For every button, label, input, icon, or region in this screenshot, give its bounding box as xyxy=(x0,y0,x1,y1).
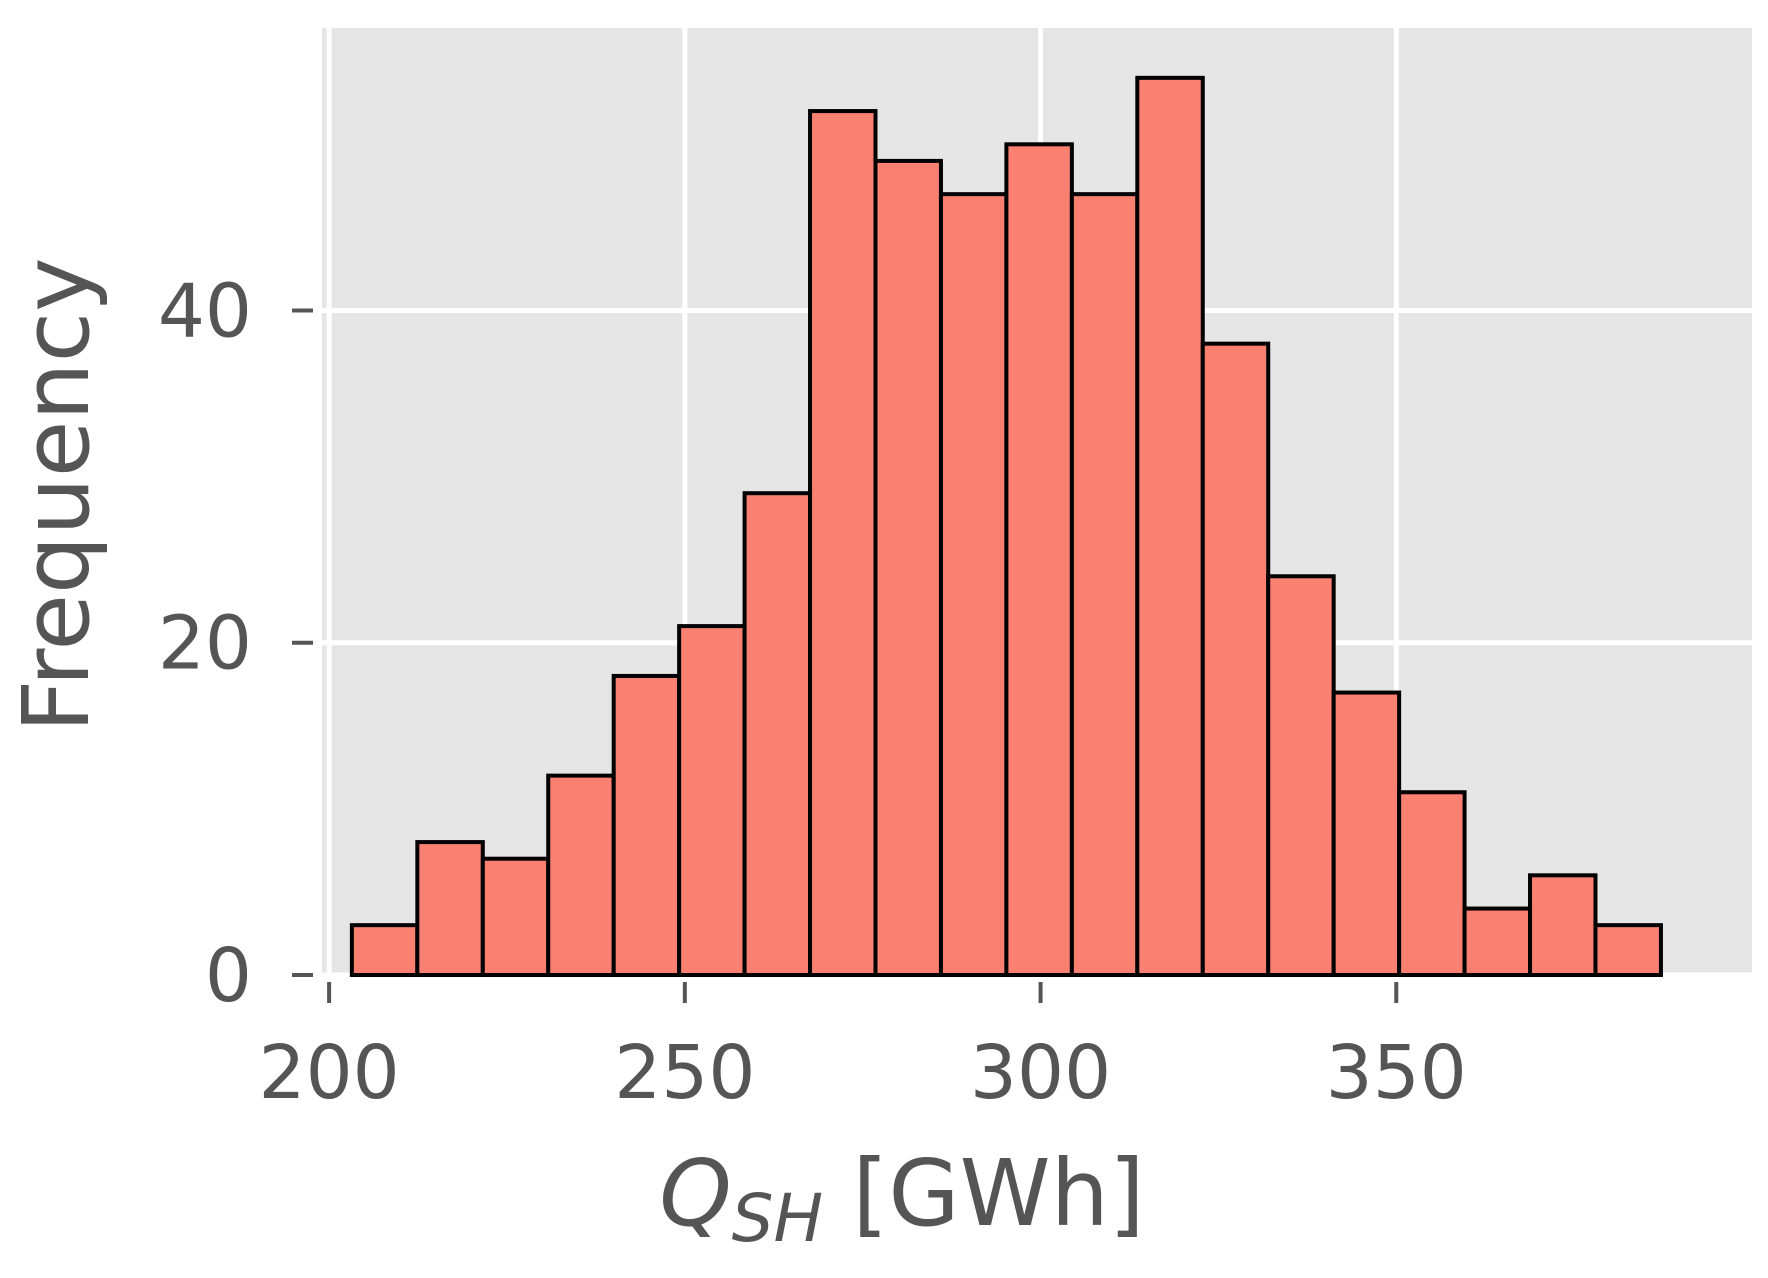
x-axis-label-subscript: SH xyxy=(732,1180,824,1257)
histogram-bar xyxy=(873,158,943,977)
y-tick-labels: 0 20 40 xyxy=(158,268,252,1019)
x-axis-label-unit: [GWh] xyxy=(852,1140,1144,1247)
histogram-bar xyxy=(611,673,682,978)
histogram-bars xyxy=(349,75,1663,978)
axis-ticks xyxy=(292,308,1399,1003)
x-axis-label-main: Q xyxy=(659,1140,731,1247)
y-tick-label: 40 xyxy=(158,268,252,354)
histogram-bar xyxy=(677,624,747,978)
histogram-bar xyxy=(415,840,485,977)
histogram-bar xyxy=(1200,341,1271,977)
x-tick-label: 300 xyxy=(970,1030,1111,1116)
y-tick-label: 20 xyxy=(158,601,252,687)
histogram-bar xyxy=(546,773,616,978)
histogram-bar xyxy=(1528,873,1598,978)
histogram-bar xyxy=(1069,192,1140,977)
histogram-bar xyxy=(1135,75,1205,977)
y-tick-label: 0 xyxy=(205,933,252,1019)
x-axis-label-space xyxy=(823,1140,852,1247)
histogram-bar xyxy=(1593,923,1663,978)
x-axis-label: QSH [GWh] xyxy=(659,1140,1145,1257)
histogram-bar xyxy=(808,109,878,977)
histogram-bar xyxy=(742,491,813,977)
histogram-bar xyxy=(1462,906,1533,978)
histogram-bar xyxy=(1266,574,1336,978)
histogram-bar xyxy=(1397,790,1467,977)
histogram-bar xyxy=(480,856,551,978)
x-tick-label: 350 xyxy=(1326,1030,1467,1116)
x-tick-label: 250 xyxy=(614,1030,755,1116)
histogram-bar xyxy=(938,192,1009,977)
histogram-bar xyxy=(1331,690,1402,977)
histogram-bar xyxy=(1004,142,1074,978)
x-tick-label: 200 xyxy=(258,1030,399,1116)
histogram-bar xyxy=(349,923,420,978)
x-tick-labels: 200 250 300 350 xyxy=(258,1030,1466,1116)
y-axis-label: Frequency xyxy=(3,257,110,732)
